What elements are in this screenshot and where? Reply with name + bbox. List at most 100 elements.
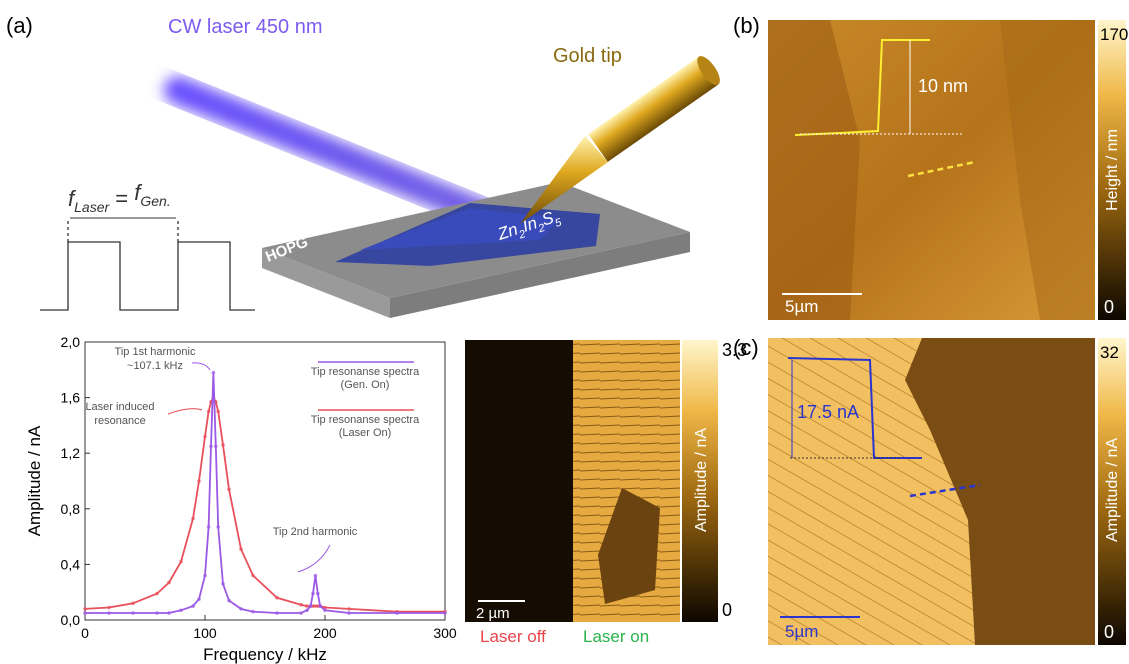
data-point	[167, 611, 171, 615]
data-point	[207, 525, 211, 529]
data-point	[167, 581, 171, 585]
scale-bar-label: 2 µm	[476, 605, 510, 622]
figure-canvas: (a) CW laser 450 nm Gold tip HOPG Zn2In2…	[0, 0, 1129, 664]
data-point	[221, 443, 225, 447]
data-point	[227, 599, 231, 603]
data-point	[191, 517, 195, 521]
data-point	[216, 525, 220, 529]
x-tick-label: 0	[81, 625, 89, 641]
data-point	[305, 608, 309, 612]
legend-label: Tip resonanse spectra (Laser On)	[300, 414, 430, 440]
data-point	[207, 410, 211, 414]
data-point	[107, 611, 111, 615]
profile-label: 10 nm	[918, 76, 968, 96]
annotation: ~107.1 kHz	[127, 360, 183, 372]
y-tick-label: 1,2	[61, 445, 81, 461]
data-point	[221, 582, 225, 586]
data-point	[299, 611, 303, 615]
data-point	[239, 607, 243, 611]
colorbar-min: 0	[722, 600, 732, 620]
data-point	[197, 479, 201, 483]
laser-label: CW laser 450 nm	[168, 16, 323, 38]
hopg-substrate	[262, 182, 690, 318]
data-point	[131, 602, 135, 606]
data-point	[239, 547, 243, 551]
y-tick-label: 0,0	[61, 612, 81, 628]
data-point	[309, 604, 313, 608]
annotation: Tip 2nd harmonic	[273, 526, 358, 538]
data-point	[83, 607, 87, 611]
data-point	[347, 611, 351, 615]
figure: (a) CW laser 450 nm Gold tip HOPG Zn2In2…	[0, 0, 1129, 664]
data-point	[179, 608, 183, 612]
data-point	[179, 560, 183, 564]
caption-laser-on: Laser on	[583, 627, 649, 646]
data-point	[275, 596, 279, 600]
annotation: resonance	[94, 415, 145, 427]
annotation: Tip 1st harmonic	[115, 346, 196, 358]
colorbar-label: Amplitude / nA	[693, 428, 710, 532]
tip-label: Gold tip	[553, 45, 622, 67]
panel-label: (b)	[733, 13, 760, 38]
data-point	[197, 597, 201, 601]
data-point	[203, 574, 207, 578]
data-point	[212, 371, 216, 375]
colorbar-label: Amplitude / nA	[1104, 438, 1121, 542]
data-point	[227, 488, 231, 492]
data-point	[299, 603, 303, 607]
data-point	[316, 592, 320, 596]
data-point	[131, 611, 135, 615]
frequency-equation: fLaser = fGen.	[68, 180, 171, 215]
data-point	[443, 611, 447, 615]
data-point	[305, 604, 309, 608]
colorbar-min: 0	[1104, 297, 1114, 317]
colorbar-max: 170	[1100, 25, 1128, 44]
annotation: Laser induced	[85, 401, 154, 413]
x-tick-label: 200	[313, 625, 337, 641]
data-point	[395, 611, 399, 615]
y-tick-label: 0,8	[61, 501, 81, 517]
symbol: =	[109, 186, 134, 211]
x-tick-label: 300	[433, 625, 457, 641]
data-point	[347, 607, 351, 611]
x-axis-label: Frequency / kHz	[203, 645, 327, 664]
annotation-arrow	[192, 363, 210, 370]
data-point	[83, 611, 87, 615]
data-point	[155, 592, 159, 596]
x-tick-label: 100	[193, 625, 217, 641]
square-wave	[40, 218, 255, 310]
data-point	[191, 604, 195, 608]
data-point	[214, 444, 218, 448]
colorbar-label: Height / nm	[1104, 129, 1121, 211]
data-point	[203, 435, 207, 439]
subscript: Laser	[74, 199, 110, 215]
panel-label: (c)	[733, 335, 759, 360]
annotation-arrow	[298, 545, 330, 572]
subscript: Gen.	[140, 193, 170, 209]
profile-label: 17.5 nA	[797, 402, 859, 422]
y-tick-label: 2,0	[61, 334, 81, 350]
data-point	[318, 604, 322, 608]
data-point	[311, 592, 315, 596]
colorbar-min: 0	[1104, 622, 1114, 642]
data-point	[209, 444, 213, 448]
map-laser-off	[465, 340, 573, 622]
data-point	[314, 574, 318, 578]
scale-bar-label: 5µm	[785, 297, 818, 316]
data-point	[216, 410, 220, 414]
caption-laser-off: Laser off	[480, 627, 546, 646]
data-point	[251, 574, 255, 578]
legend-label: Tip resonanse spectra (Gen. On)	[300, 366, 430, 392]
gold-tip	[520, 53, 724, 224]
y-tick-label: 1,6	[61, 390, 81, 406]
annotation-arrow	[168, 409, 202, 414]
y-tick-label: 0,4	[61, 556, 81, 572]
panel-label: (a)	[6, 13, 33, 38]
data-point	[275, 611, 279, 615]
data-point	[251, 610, 255, 614]
scale-bar-label: 5µm	[785, 622, 818, 641]
data-point	[155, 611, 159, 615]
data-point	[323, 608, 327, 612]
data-point	[107, 606, 111, 610]
colorbar-max: 32	[1100, 343, 1119, 362]
